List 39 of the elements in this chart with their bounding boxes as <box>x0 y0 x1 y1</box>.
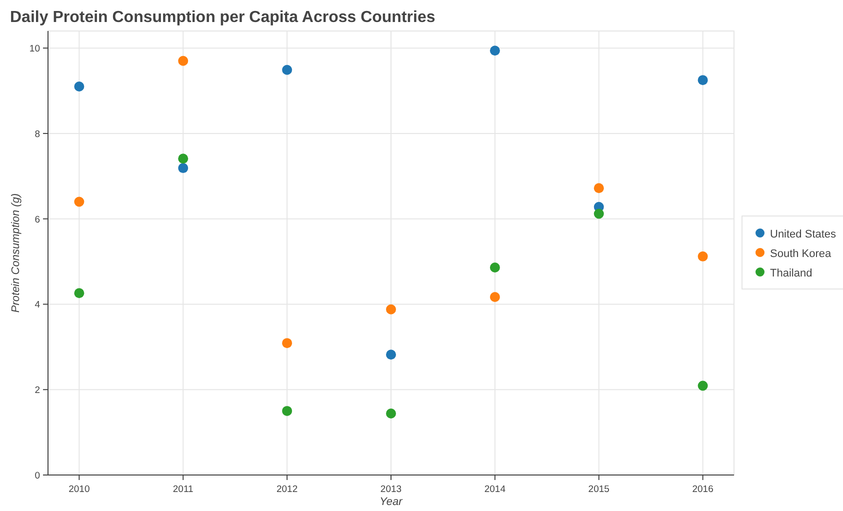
point <box>282 406 292 416</box>
point <box>594 183 604 194</box>
point <box>698 251 708 262</box>
point <box>490 262 500 273</box>
point <box>282 338 292 348</box>
y-tick-label: 0 <box>34 470 40 482</box>
x-axis-title: Year <box>380 496 404 508</box>
y-axis-title: Protein Consumption (g) <box>10 193 22 313</box>
point <box>594 208 604 219</box>
point <box>490 46 500 56</box>
point <box>698 75 708 86</box>
y-tick-label: 8 <box>34 128 40 140</box>
point <box>282 64 292 75</box>
point <box>74 82 84 92</box>
y-tick-label: 4 <box>34 300 40 311</box>
legend-label: Thailand <box>770 268 812 280</box>
y-tick-label: 6 <box>34 214 40 226</box>
point <box>74 288 84 298</box>
point <box>386 304 396 314</box>
point <box>74 196 84 207</box>
point <box>178 154 188 164</box>
x-tick-label: 2015 <box>588 484 610 495</box>
y-tick-label: 10 <box>29 44 40 55</box>
point <box>178 163 188 174</box>
x-tick-label: 2016 <box>692 484 714 495</box>
x-tick-label: 2013 <box>380 484 402 495</box>
x-tick-label: 2011 <box>172 484 194 495</box>
legend-label: South Korea <box>770 248 832 260</box>
point <box>178 56 188 66</box>
x-tick-label: 2010 <box>68 484 90 495</box>
point <box>698 380 708 391</box>
legend-label: United States <box>770 228 837 240</box>
y-tick-label: 2 <box>34 385 40 396</box>
chart-title: Daily Protein Consumption per Capita Across Countries <box>10 9 436 26</box>
point <box>386 350 396 360</box>
x-tick-label: 2014 <box>484 484 506 495</box>
point <box>386 408 396 419</box>
point <box>490 292 500 302</box>
x-tick-label: 2012 <box>276 484 298 495</box>
